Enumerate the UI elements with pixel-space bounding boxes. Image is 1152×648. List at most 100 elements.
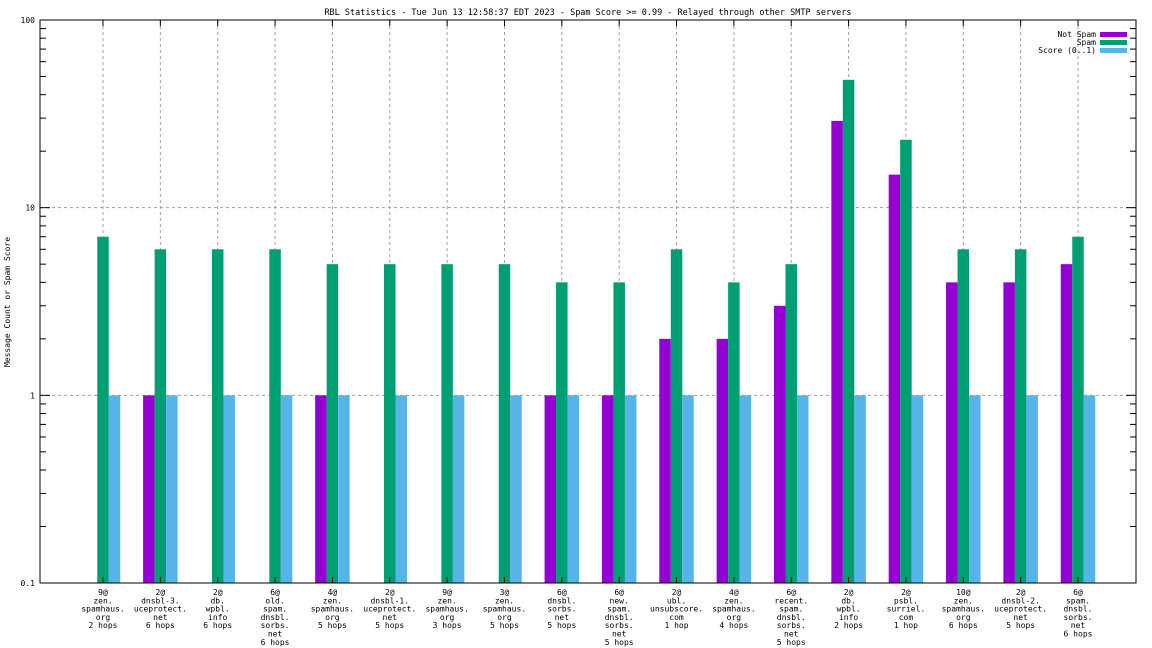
- bar-not-spam: [143, 395, 155, 583]
- x-tick-label-line: 3 hops: [433, 621, 462, 630]
- bar-score-0-1: [796, 395, 809, 583]
- x-tick-label: 3@ zen. spamhaus. org 5 hops: [483, 588, 526, 630]
- bar-spam: [613, 282, 625, 583]
- x-tick-label-line: 2@: [901, 588, 911, 597]
- x-tick-label-line: dnsbl.: [605, 613, 634, 622]
- x-tick-label-line: sorbs.: [605, 621, 634, 630]
- x-tick-label-line: recent.: [774, 596, 808, 605]
- bar-score-0-1: [682, 395, 694, 583]
- y-axis-label: Message Count or Spam Score: [3, 237, 12, 367]
- x-tick-label-line: uceprotect.: [994, 605, 1047, 614]
- x-tick-label-line: 5 hops: [605, 638, 634, 647]
- bar-not-spam: [716, 338, 729, 583]
- x-tick-label-line: sorbs.: [547, 605, 576, 614]
- x-tick-label-line: wpbl.: [837, 605, 861, 614]
- chart-title: RBL Statistics - Tue Jun 13 12:58:37 EDT…: [324, 8, 851, 18]
- x-tick-label-line: uceprotect.: [363, 605, 416, 614]
- x-tick-label-line: 6 hops: [1064, 630, 1093, 639]
- x-tick-label-line: 6@: [614, 588, 624, 597]
- x-tick-label-line: zen.: [954, 596, 973, 605]
- x-tick-label-line: zen.: [93, 596, 112, 605]
- x-tick-label-line: 4 hops: [719, 621, 748, 630]
- x-tick-label-line: org: [325, 613, 340, 622]
- x-tick-label-line: spamhaus.: [483, 605, 526, 614]
- x-tick-label-line: 6@: [557, 588, 567, 597]
- bar-spam: [1014, 249, 1027, 583]
- x-tick-label-line: net: [1013, 613, 1028, 622]
- y-tick-label: 1: [30, 391, 35, 400]
- x-tick-label-line: 6 hops: [949, 621, 978, 630]
- x-tick-label-line: sorbs.: [777, 621, 806, 630]
- bar-not-spam: [1003, 282, 1015, 583]
- x-tick-label-line: zen.: [323, 596, 342, 605]
- bar-not-spam: [544, 395, 557, 583]
- bar-not-spam: [659, 338, 671, 583]
- x-tick-label-line: dnsbl.: [547, 596, 576, 605]
- x-tick-label-line: spamhaus.: [81, 605, 124, 614]
- x-tick-label-line: net: [268, 630, 283, 639]
- legend-label: Not Spam: [1057, 30, 1096, 39]
- bar-spam: [211, 249, 224, 583]
- x-tick-label-line: org: [956, 613, 971, 622]
- legend-swatch: [1100, 48, 1127, 53]
- bar-spam: [785, 264, 797, 583]
- x-tick-label-line: com: [669, 613, 684, 622]
- x-tick-label-line: spamhaus.: [425, 605, 468, 614]
- x-tick-label-line: 6@: [786, 588, 796, 597]
- x-tick-label-line: info: [839, 613, 858, 622]
- bar-spam: [957, 249, 970, 583]
- x-tick-label-line: dnsbl-2.: [1001, 596, 1040, 605]
- x-tick-label-line: com: [899, 613, 914, 622]
- bar-spam: [97, 236, 109, 583]
- x-tick-label-line: info: [208, 613, 227, 622]
- y-axis: 0.1 1 10 100: [21, 16, 1136, 588]
- x-tick-label-line: 5 hops: [547, 621, 576, 630]
- x-tick-label-line: dnsbl.: [777, 613, 806, 622]
- bar-spam: [441, 264, 453, 583]
- bar-spam: [498, 264, 511, 583]
- x-tick-label-line: 2@: [213, 588, 223, 597]
- x-tick-label-line: 2 hops: [834, 621, 863, 630]
- bar-spam: [1072, 236, 1084, 583]
- y-tick-label: 0.1: [21, 579, 36, 588]
- x-tick-label-line: 3@: [500, 588, 510, 597]
- x-tick-label: 6@ new. spam. dnsbl. sorbs. net 5 hops: [605, 588, 634, 647]
- x-tick-label-line: sorbs.: [1064, 613, 1093, 622]
- x-tick-label-line: 6@: [270, 588, 280, 597]
- x-tick-label-line: ubl.: [667, 596, 686, 605]
- x-tick-label: 4@ zen. spamhaus. org 5 hops: [311, 588, 354, 630]
- x-tick-label-line: 2@: [844, 588, 854, 597]
- bar-spam: [842, 79, 855, 583]
- x-tick-label: 2@ ubl. unsubscore. com 1 hop: [650, 588, 703, 630]
- x-tick-label-line: 6 hops: [261, 638, 290, 647]
- x-tick-label: 9@ zen. spamhaus. org 2 hops: [81, 588, 124, 630]
- legend-label: Spam: [1077, 38, 1096, 47]
- x-tick-label-line: 5 hops: [1006, 621, 1035, 630]
- x-tick-label-line: psbl.: [894, 596, 918, 605]
- bar-spam: [900, 139, 912, 583]
- x-tick-label: 10@ zen. spamhaus. org 6 hops: [942, 588, 985, 630]
- x-tick-label: 2@ dnsbl-2. uceprotect. net 5 hops: [994, 588, 1047, 630]
- bar-score-0-1: [1026, 395, 1038, 583]
- y-tick-label: 10: [25, 204, 35, 213]
- legend-swatch: [1100, 40, 1127, 45]
- x-tick-label-line: db.: [210, 596, 224, 605]
- x-tick-label-line: dnsbl.: [1064, 605, 1093, 614]
- bar-score-0-1: [911, 395, 924, 583]
- bar-score-0-1: [166, 395, 178, 583]
- bar-score-0-1: [280, 395, 293, 583]
- x-tick-label-line: spamhaus.: [311, 605, 354, 614]
- x-tick-label-line: db.: [841, 596, 855, 605]
- x-tick-label-line: 1 hop: [894, 621, 918, 630]
- y-tick-label: 100: [21, 16, 36, 25]
- bar-score-0-1: [624, 395, 637, 583]
- x-tick-label-line: org: [96, 613, 111, 622]
- x-tick-label-line: old.: [265, 596, 284, 605]
- bar-spam: [556, 282, 568, 583]
- x-tick-label-line: 6 hops: [146, 621, 175, 630]
- bar-score-0-1: [452, 395, 465, 583]
- x-tick-label: 9@ zen. spamhaus. org 3 hops: [425, 588, 468, 630]
- x-tick-label-line: wpbl.: [206, 605, 230, 614]
